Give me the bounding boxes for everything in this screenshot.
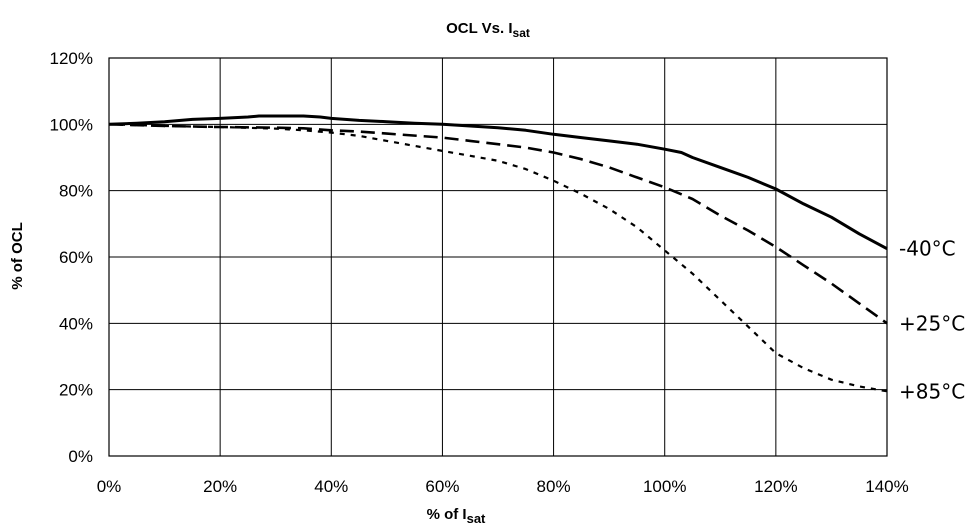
axis-ticks: 0% 20% 40% 60% 80% 100% 120% 0% 20% 40% 60% 80% 100%…	[50, 49, 909, 496]
plot-series	[108, 114, 888, 393]
series-label: +25°C	[899, 311, 965, 335]
y-tick-label: 60%	[59, 248, 93, 267]
x-axis-label-sub: sat	[467, 511, 486, 526]
x-tick-label: 20%	[203, 477, 237, 496]
x-tick-label: 120%	[754, 477, 797, 496]
plot-frame	[108, 57, 888, 457]
series-line	[108, 123, 888, 325]
y-tick-label: 100%	[50, 115, 93, 134]
y-tick-label: 120%	[50, 49, 93, 68]
series-label: -40°C	[899, 237, 956, 261]
x-tick-label: 100%	[643, 477, 686, 496]
chart-title-main: OCL Vs. I	[446, 20, 512, 37]
y-axis-label: % of OCL	[9, 222, 26, 290]
y-tick-label: 40%	[59, 314, 93, 333]
series-label: +85°C	[899, 379, 965, 403]
x-tick-label: 60%	[425, 477, 459, 496]
series-labels: -40°C +25°C +85°C	[899, 237, 965, 404]
x-tick-label: 0%	[97, 477, 122, 496]
x-tick-label: 80%	[537, 477, 571, 496]
series-line	[108, 114, 888, 251]
y-tick-label: 20%	[59, 381, 93, 400]
x-tick-label: 40%	[314, 477, 348, 496]
x-axis-label-main: % of I	[427, 506, 467, 523]
y-tick-label: 80%	[59, 182, 93, 201]
chart-title-sub: sat	[513, 26, 530, 40]
x-tick-label: 140%	[865, 477, 908, 496]
chart-title: OCL Vs. Isat	[446, 20, 530, 40]
y-tick-label: 0%	[68, 447, 93, 466]
series-line	[108, 123, 888, 393]
x-axis-label: % of Isat	[427, 506, 486, 526]
